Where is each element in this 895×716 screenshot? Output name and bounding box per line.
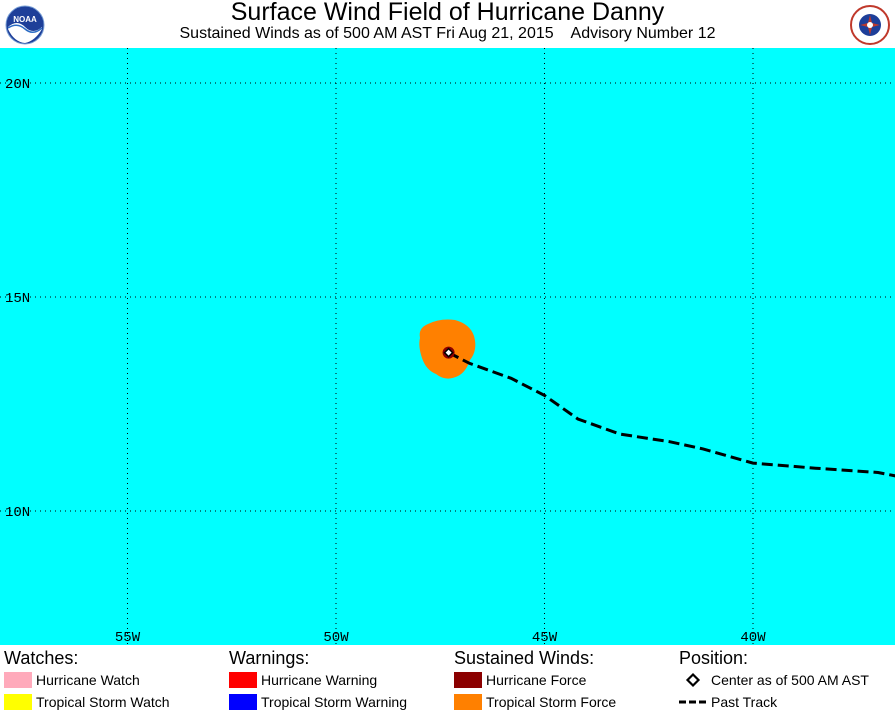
longitude-labels: 55W 50W 45W 40W [115, 630, 766, 645]
tropical-storm-force-label: Tropical Storm Force [486, 694, 617, 710]
center-diamond-icon [443, 347, 454, 358]
legend-warnings-heading: Warnings: [229, 648, 310, 668]
latitude-labels: 20N 15N 10N [5, 77, 30, 521]
legend-position-heading: Position: [679, 648, 749, 668]
legend: Watches: Hurricane Watch Tropical Storm … [0, 645, 895, 716]
center-label: Center as of 500 AM AST [711, 672, 869, 688]
header: NOAA Surface Wind Field of Hurricane Dan… [0, 0, 895, 48]
svg-text:NOAA: NOAA [13, 15, 37, 24]
page-subtitle: Sustained Winds as of 500 AM AST Fri Aug… [179, 25, 716, 42]
longitude-label: 55W [115, 630, 141, 645]
tropical-storm-force-swatch [454, 694, 482, 710]
hurricane-force-label: Hurricane Force [486, 672, 587, 688]
legend-winds-heading: Sustained Winds: [454, 648, 595, 668]
longitude-label: 40W [740, 630, 766, 645]
past-track-line [447, 351, 895, 478]
legend-watches-heading: Watches: [4, 648, 79, 668]
tropical-storm-warning-swatch [229, 694, 257, 710]
past-track-label: Past Track [711, 694, 778, 710]
latitude-label: 20N [5, 77, 30, 93]
hurricane-warning-swatch [229, 672, 257, 688]
latitude-label: 15N [5, 291, 30, 307]
hurricane-warning-label: Hurricane Warning [261, 672, 378, 688]
longitude-label: 45W [532, 630, 558, 645]
page-title: Surface Wind Field of Hurricane Danny [230, 0, 665, 26]
longitude-label: 50W [323, 630, 349, 645]
hurricane-watch-label: Hurricane Watch [36, 672, 140, 688]
hurricane-watch-swatch [4, 672, 32, 688]
tropical-storm-warning-label: Tropical Storm Warning [261, 694, 408, 710]
diamond-icon [685, 672, 701, 688]
tropical-storm-watch-label: Tropical Storm Watch [36, 694, 170, 710]
latitude-label: 10N [5, 505, 30, 521]
hurricane-force-swatch [454, 672, 482, 688]
dashed-line-icon [679, 700, 707, 704]
tropical-storm-watch-swatch [4, 694, 32, 710]
wind-field-map: 20N 15N 10N 55W 50W 45W 40W [0, 48, 895, 645]
noaa-logo: NOAA [5, 5, 45, 45]
nws-logo [850, 5, 890, 45]
graticule [0, 48, 895, 645]
storm-center-marker [442, 346, 455, 359]
